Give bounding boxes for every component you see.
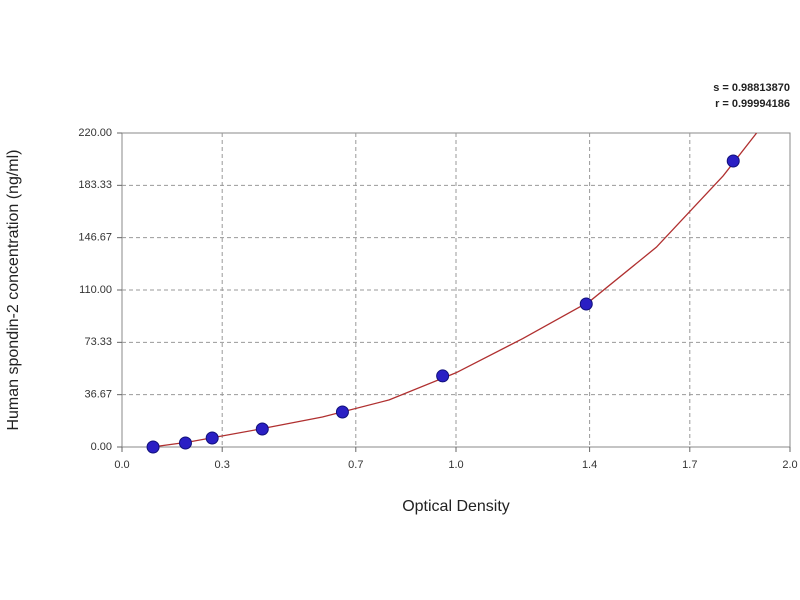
annotation: s = 0.98813870 [713,82,790,94]
data-point [205,431,219,445]
y-tick-label: 73.33 [84,336,112,348]
y-tick-label: 220.00 [78,127,112,139]
y-tick-label: 0.00 [91,441,112,453]
x-tick-label: 1.0 [448,459,463,471]
x-tick-label: 1.7 [682,459,697,471]
y-tick-label: 110.00 [79,284,112,296]
x-tick-label: 1.4 [582,459,597,471]
x-axis-title: Optical Density [402,498,510,515]
data-point [579,297,593,311]
y-tick-label: 183.33 [78,179,112,191]
y-tick-label: 36.67 [84,389,112,401]
data-point [436,369,450,383]
x-tick-label: 0.7 [348,459,363,471]
x-tick-label: 0.3 [215,459,230,471]
annotation: r = 0.99994186 [715,98,790,110]
data-point [146,440,160,454]
y-tick-label: 146.67 [78,232,112,244]
x-tick-label: 2.0 [782,459,797,471]
data-point [178,436,192,450]
y-axis-title: Human spondin-2 concentration (ng/ml) [5,149,22,430]
x-tick-label: 0.0 [114,459,129,471]
fit-curve [151,133,758,447]
data-point [255,422,269,436]
data-point [726,154,740,168]
data-point [335,405,349,419]
